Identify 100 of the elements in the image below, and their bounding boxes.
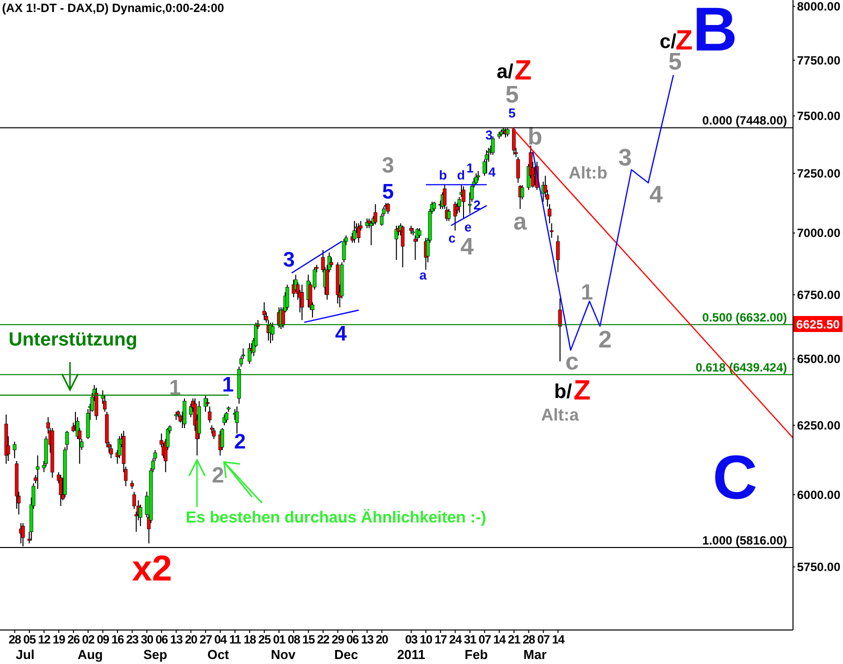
annotation: a (419, 268, 428, 282)
annotation: 1 (169, 376, 182, 400)
x2-tick-label: Mar (523, 647, 547, 662)
x-tick-label: 28 (8, 632, 22, 647)
candlestick (418, 228, 422, 238)
annotation: b/ (554, 381, 572, 403)
x-tick-label: 29 (332, 632, 345, 647)
x-tick-label: 07 (478, 632, 492, 647)
candlestick (286, 284, 290, 310)
annotation: 3 (283, 248, 295, 272)
y-tick-label: 7500.00 (797, 109, 841, 124)
text: 6625.50 (796, 318, 840, 332)
x-tick-label: 07 (537, 632, 550, 647)
annotation: 1 (466, 160, 474, 176)
annotation: c (448, 230, 456, 246)
candlestick (352, 220, 356, 244)
annotation: Es bestehen durchaus Ähnlichkeiten :-) (186, 508, 486, 526)
x2-tick-label: Aug (78, 647, 103, 662)
candlestick (550, 222, 554, 238)
annotation: Alt:a (541, 406, 580, 424)
annotation: 3 (382, 152, 394, 178)
x-tick-label: 02 (82, 632, 96, 647)
candlestick (432, 201, 436, 212)
candlestick (94, 387, 98, 420)
candlestick (476, 170, 480, 181)
candlestick (462, 186, 466, 219)
annotation: 2 (473, 198, 481, 212)
x-tick-label: 30 (140, 632, 154, 647)
candlestick (356, 222, 360, 244)
candlestick (369, 220, 374, 246)
annotation: 3 (485, 128, 493, 142)
ref-line-label: 0.618 (6439.424) (696, 360, 788, 375)
annotation: 1 (580, 280, 594, 304)
annotation: 4 (649, 182, 664, 208)
x-tick-label: 12 (38, 632, 52, 647)
x-tick-label: 04 (214, 632, 228, 647)
y-tick-label: 7250.00 (797, 166, 841, 181)
y-tick-label: 7000.00 (797, 226, 841, 240)
x-tick-label: 14 (552, 632, 566, 647)
x-tick-label: 23 (126, 632, 140, 647)
x-tick-label: 05 (23, 632, 36, 647)
x-tick-label: 31 (464, 632, 477, 647)
y-tick-label: 6750.00 (797, 288, 841, 302)
x-tick-label: 11 (229, 632, 242, 647)
y-tick-label: 6500.00 (797, 352, 841, 366)
x-tick-label: 22 (316, 632, 330, 647)
annotation: C (712, 444, 758, 512)
x-tick-label: 25 (258, 632, 272, 647)
annotation: 2 (234, 430, 246, 454)
x2-tick-label: Jul (16, 647, 35, 662)
annotation: 2 (598, 326, 612, 354)
candlestick (12, 441, 16, 459)
x2-tick-label: Feb (464, 647, 488, 662)
x-tick-label: 14 (493, 632, 506, 647)
annotation: 1 (222, 374, 234, 396)
chart-title: (AX 1!-DT - DAX,D) Dynamic,0:00-24:00 (2, 1, 224, 15)
annotation: 4 (335, 322, 348, 346)
annotation: Unterstützung (8, 330, 138, 350)
annotation: c (565, 348, 579, 376)
y-tick-label: 6000.00 (797, 488, 841, 502)
y-tick-label: 7750.00 (797, 54, 841, 68)
x-tick-label: 13 (170, 632, 184, 647)
x-tick-label: 26 (67, 632, 80, 647)
x-tick-label: 28 (522, 632, 536, 647)
x-tick-label: 13 (361, 632, 374, 647)
x2-tick-label: 2011 (397, 647, 426, 662)
candlestick (330, 256, 334, 268)
candlestick (474, 172, 478, 186)
candlestick (212, 428, 216, 440)
annotation: a (513, 208, 528, 236)
annotation: B (692, 0, 738, 64)
x-tick-label: 06 (346, 632, 360, 647)
candlestick (342, 238, 346, 263)
y-tick-label: 8000.00 (797, 0, 841, 14)
candlestick (491, 136, 495, 156)
annotation: 4 (460, 234, 474, 260)
candlestick (394, 225, 398, 260)
y-tick-label: 6250.00 (797, 418, 841, 433)
candlestick (558, 298, 562, 362)
candlestick (447, 208, 451, 222)
annotation: 5 (382, 180, 394, 204)
x-tick-label: 03 (405, 632, 418, 647)
candlestick (270, 322, 274, 342)
x2-tick-label: Sep (143, 647, 168, 662)
annotation: a/ (496, 61, 514, 83)
x-tick-label: 21 (508, 632, 521, 647)
x-tick-label: 19 (52, 632, 66, 647)
y-tick-label: 5750.00 (797, 560, 841, 574)
x-tick-label: 18 (244, 632, 257, 647)
x-tick-label: 01 (272, 632, 286, 647)
ref-line-label: 0.500 (6632.00) (702, 310, 787, 325)
annotation: 5 (508, 106, 516, 120)
annotation: b (439, 168, 448, 182)
x-tick-label: 10 (420, 632, 433, 647)
annotation: b (528, 124, 542, 150)
x-tick-label: 27 (200, 632, 213, 647)
annotation: e (464, 220, 472, 234)
x-tick-label: 15 (302, 632, 316, 647)
x-tick-label: 24 (449, 632, 462, 647)
x-tick-label: 16 (111, 632, 124, 647)
